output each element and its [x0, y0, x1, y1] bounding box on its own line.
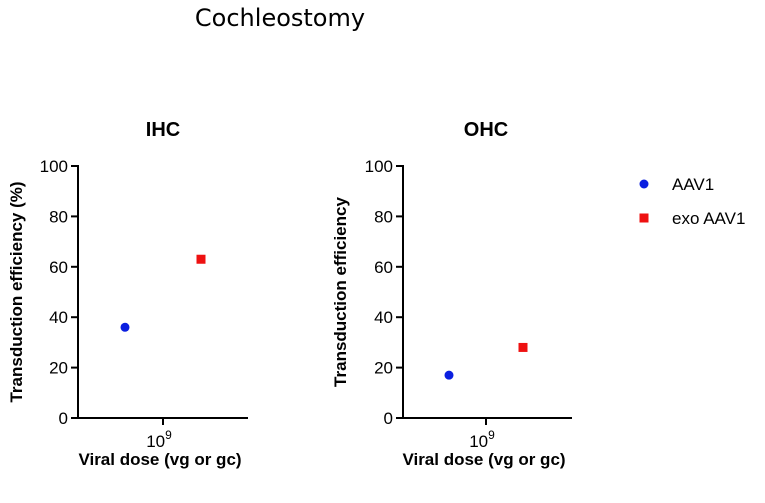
panel-title: OHC [464, 119, 508, 141]
y-tick-label: 0 [384, 409, 393, 428]
x-tick-label: 109 [469, 428, 495, 451]
y-tick-label: 100 [365, 157, 393, 176]
legend-label: AAV1 [672, 175, 714, 194]
y-tick-label: 60 [49, 258, 68, 277]
legend-label: exo AAV1 [672, 209, 745, 228]
panel-ohc: OHC 0 20 40 60 80 100 109 Transduction efficienc… [331, 119, 572, 469]
chart-panels: IHC 0 20 40 60 80 100 109 Transduction efficienc… [7, 119, 572, 469]
y-tick-label: 40 [374, 308, 393, 327]
y-tick-label: 100 [40, 157, 68, 176]
legend-marker-circle [639, 179, 649, 189]
legend-item: exo AAV1 [639, 209, 745, 228]
y-tick-label: 40 [49, 308, 68, 327]
x-axis-label: Viral dose (vg or gc) [78, 450, 241, 469]
y-tick-label: 80 [49, 207, 68, 226]
data-point-exo-aav1 [518, 342, 528, 352]
y-axis-label: Transduction efficiency [331, 197, 350, 387]
panel-title: IHC [146, 119, 180, 141]
legend-marker-square [639, 213, 649, 223]
panel-ihc: IHC 0 20 40 60 80 100 109 Transduction efficienc… [7, 119, 248, 469]
figure-title: Cochleostomy [195, 4, 365, 32]
y-tick-label: 0 [59, 409, 68, 428]
y-tick-label: 20 [374, 359, 393, 378]
x-axis-label: Viral dose (vg or gc) [402, 450, 565, 469]
legend: AAV1 exo AAV1 [639, 175, 745, 228]
y-axis-label: Transduction efficiency (%) [7, 181, 26, 402]
data-point-aav1 [120, 322, 130, 332]
x-tick-label: 109 [146, 428, 172, 451]
data-point-exo-aav1 [196, 254, 206, 264]
y-tick-label: 60 [374, 258, 393, 277]
legend-item: AAV1 [639, 175, 714, 194]
y-tick-label: 80 [374, 207, 393, 226]
data-point-aav1 [444, 370, 454, 380]
y-tick-label: 20 [49, 359, 68, 378]
